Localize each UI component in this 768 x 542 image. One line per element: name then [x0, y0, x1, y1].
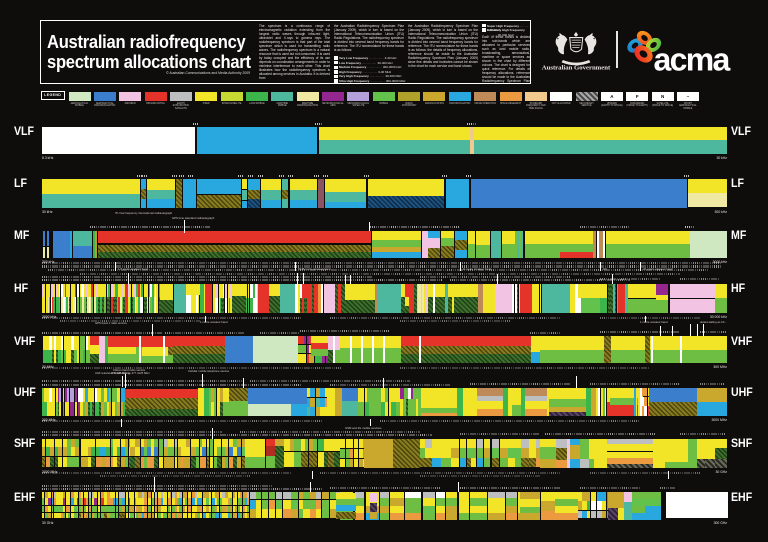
svg-text:acma: acma	[654, 42, 731, 74]
svg-text:Australian Government: Australian Government	[542, 64, 611, 71]
